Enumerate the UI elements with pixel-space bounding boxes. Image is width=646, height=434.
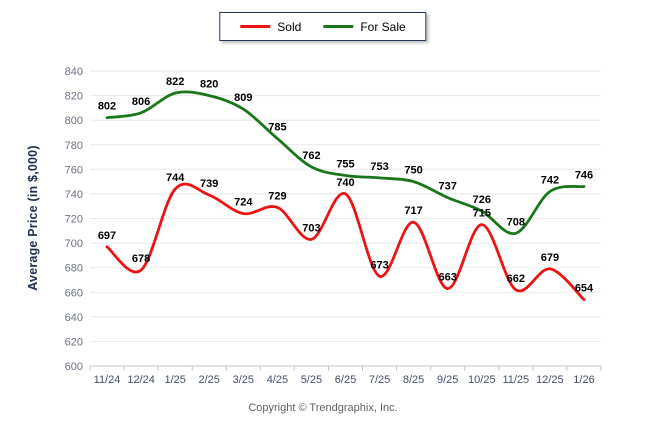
data-label: 679 — [541, 252, 559, 264]
x-axis-tick-label: 11/24 — [94, 374, 121, 386]
data-label: 744 — [166, 172, 185, 184]
for-sale-line-swatch — [323, 25, 354, 28]
y-axis-tick-label: 620 — [65, 336, 83, 348]
copyright-text: Copyright © Trendgraphix, Inc. — [248, 402, 398, 414]
data-label: 715 — [473, 208, 491, 220]
data-label: 806 — [132, 96, 150, 108]
y-axis-tick-label: 800 — [65, 115, 83, 127]
data-label: 697 — [98, 230, 116, 242]
x-axis-tick-label: 11/25 — [502, 374, 529, 386]
series-line-for-sale — [105, 90, 586, 235]
data-label: 742 — [541, 175, 559, 187]
x-axis-tick-label: 3/25 — [233, 374, 254, 386]
chart-legend: Sold For Sale — [219, 12, 427, 41]
y-axis-title: Average Price (in $,000) — [26, 145, 40, 291]
data-label: 673 — [370, 259, 388, 271]
data-label: 746 — [575, 170, 593, 182]
x-axis-tick-label: 7/25 — [369, 374, 390, 386]
y-axis-tick-label: 840 — [65, 66, 83, 78]
legend-label-for-sale: For Sale — [360, 19, 406, 34]
x-axis-tick-label: 2/25 — [198, 374, 219, 386]
y-axis-tick-label: 820 — [65, 91, 83, 103]
legend-item-for-sale: For Sale — [323, 19, 406, 34]
data-label: 678 — [132, 253, 150, 265]
y-axis-tick-label: 740 — [65, 189, 83, 201]
y-axis-tick-label: 600 — [65, 361, 83, 373]
x-axis-tick-label: 6/25 — [335, 374, 356, 386]
data-label: 737 — [439, 181, 457, 193]
y-axis-tick-label: 760 — [65, 164, 83, 176]
y-axis-tick-label: 780 — [65, 140, 83, 152]
y-axis-tick-label: 720 — [65, 214, 83, 226]
data-label: 654 — [575, 283, 594, 295]
data-label: 662 — [507, 273, 525, 285]
x-axis-tick-label: 12/24 — [127, 374, 155, 386]
data-label: 739 — [200, 178, 218, 190]
data-label: 762 — [302, 150, 320, 162]
data-label: 820 — [200, 79, 218, 91]
data-label: 729 — [268, 190, 286, 202]
data-label: 802 — [98, 101, 116, 113]
x-axis-tick-label: 5/25 — [301, 374, 322, 386]
data-label: 717 — [404, 205, 422, 217]
data-label: 708 — [507, 216, 525, 228]
data-label: 724 — [234, 197, 253, 209]
data-label: 809 — [234, 92, 252, 104]
x-axis-tick-label: 1/26 — [573, 374, 594, 386]
y-axis-tick-label: 640 — [65, 312, 83, 324]
sold-line-swatch — [240, 25, 271, 28]
y-axis-tick-label: 680 — [65, 263, 83, 275]
legend-label-sold: Sold — [277, 19, 302, 34]
y-axis-tick-label: 700 — [65, 238, 83, 250]
y-axis-tick-label: 660 — [65, 287, 83, 299]
data-label: 726 — [473, 194, 491, 206]
data-label: 785 — [268, 122, 286, 134]
x-axis-tick-label: 12/25 — [536, 374, 564, 386]
x-axis-tick-label: 9/25 — [437, 374, 458, 386]
data-label: 822 — [166, 76, 184, 88]
data-label: 753 — [370, 161, 388, 173]
data-label: 740 — [336, 177, 354, 189]
x-axis-tick-label: 8/25 — [403, 374, 424, 386]
x-axis-tick-label: 10/25 — [468, 374, 496, 386]
data-label: 703 — [302, 222, 320, 234]
x-axis-tick-label: 4/25 — [267, 374, 288, 386]
x-axis-tick-label: 1/25 — [164, 374, 185, 386]
series-line-sold — [105, 182, 586, 301]
data-label: 750 — [404, 165, 422, 177]
data-label: 755 — [336, 159, 354, 171]
data-label: 663 — [439, 272, 457, 284]
legend-item-sold: Sold — [240, 21, 301, 33]
